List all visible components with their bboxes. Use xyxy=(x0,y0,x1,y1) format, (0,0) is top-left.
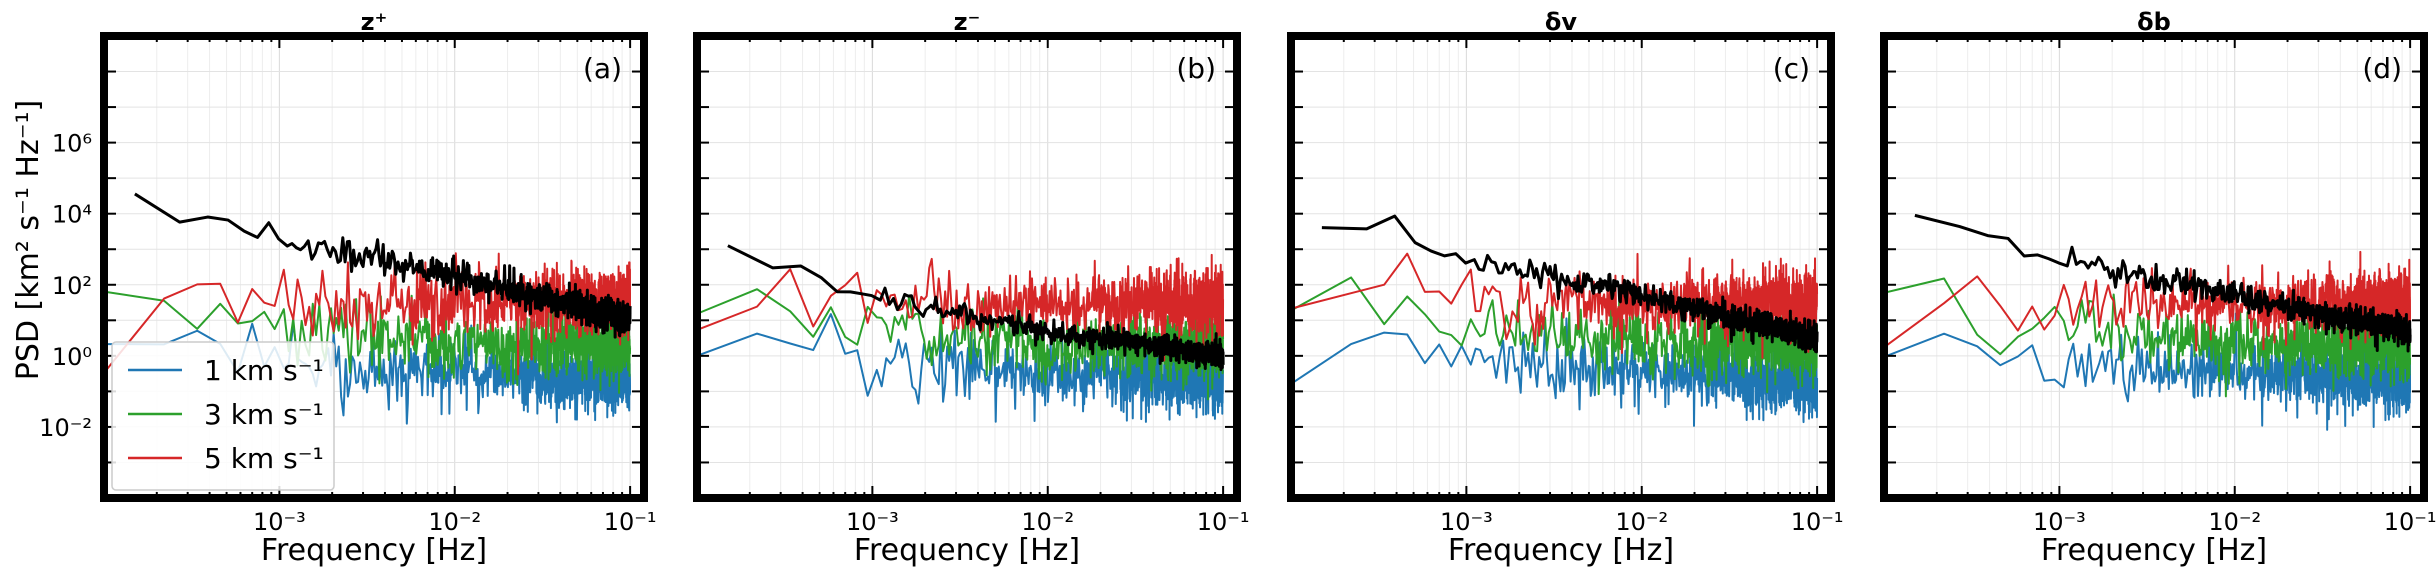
x-axis-label: Frequency [Hz] xyxy=(261,533,487,568)
series-line-total xyxy=(1914,213,2412,353)
panel-label: (a) xyxy=(583,52,622,85)
panel-label: (c) xyxy=(1773,52,1810,85)
x-tick-label: 10⁻² xyxy=(1021,508,1074,536)
y-tick-label: 10⁰ xyxy=(52,343,92,371)
x-tick-label: 10⁻³ xyxy=(2033,508,2086,536)
series-line-total xyxy=(134,192,632,339)
series-line-3-km-s- xyxy=(1883,277,2412,398)
panel-label: (d) xyxy=(2362,52,2402,85)
axes-frame xyxy=(693,32,1241,502)
plot-series xyxy=(103,192,632,425)
x-axis-label: Frequency [Hz] xyxy=(1448,533,1674,568)
x-tick-label: 10⁻² xyxy=(428,508,481,536)
legend-label-3: 5 km s⁻¹ xyxy=(204,442,324,475)
x-tick-label: 10⁻¹ xyxy=(604,508,657,536)
series-line-total xyxy=(727,244,1225,372)
x-tick-label: 10⁻¹ xyxy=(1197,508,1250,536)
series-line-1-km-s- xyxy=(103,322,632,425)
series-line-total xyxy=(1321,214,1819,354)
panel-title: z⁺ xyxy=(361,8,388,36)
legend-label-2: 3 km s⁻¹ xyxy=(204,398,324,431)
panel-label: (b) xyxy=(1176,52,1216,85)
x-axis-label: Frequency [Hz] xyxy=(2041,533,2267,568)
series-line-5-km-s- xyxy=(696,253,1225,362)
panel-b: z⁻ 10⁻³ 10⁻² 10⁻¹ (b) Frequency [Hz] xyxy=(693,8,1250,568)
x-axis-label: Frequency [Hz] xyxy=(854,533,1080,568)
legend-box xyxy=(111,341,335,491)
plot-series xyxy=(1290,214,1819,427)
plot-series xyxy=(1883,213,2412,431)
y-tick-label: 10⁶ xyxy=(52,130,92,158)
axes-frame xyxy=(100,32,648,502)
y-tick-label: 10⁻² xyxy=(39,414,92,442)
x-tick-label: 10⁻³ xyxy=(253,508,306,536)
y-tick-label: 10⁴ xyxy=(52,201,92,229)
legend-label-1: 1 km s⁻¹ xyxy=(204,354,324,387)
panel-title: δv xyxy=(1545,8,1577,36)
x-tick-label: 10⁻³ xyxy=(1440,508,1493,536)
axes-frame xyxy=(1880,32,2428,502)
x-tick-label: 10⁻¹ xyxy=(1791,508,1844,536)
plot-series xyxy=(696,244,1225,423)
series-line-1-km-s- xyxy=(696,313,1225,423)
x-tick-label: 10⁻¹ xyxy=(2384,508,2436,536)
legend: 1 km s⁻¹ 3 km s⁻¹ 5 km s⁻¹ xyxy=(111,341,335,491)
panel-d: δb 10⁻³ 10⁻² 10⁻¹ (d) Frequency [Hz] xyxy=(1880,8,2436,568)
panel-title: z⁻ xyxy=(954,8,981,36)
x-tick-label: 10⁻² xyxy=(1615,508,1668,536)
panel-a: z⁺ 10⁻³ 10⁻² 10⁻¹ 10⁻² 10⁰ 10² 10⁴ 10⁶ (a) Fre… xyxy=(39,8,656,568)
y-axis-label: PSD [km² s⁻¹ Hz⁻¹] xyxy=(11,100,46,381)
y-tick-label: 10² xyxy=(52,272,92,300)
axes-frame xyxy=(1287,32,1835,502)
x-tick-label: 10⁻² xyxy=(2208,508,2261,536)
series-line-1-km-s- xyxy=(1883,311,2412,431)
panel-c: δv 10⁻³ 10⁻² 10⁻¹ (c) Frequency [Hz] xyxy=(1287,8,1844,568)
x-tick-label: 10⁻³ xyxy=(846,508,899,536)
panel-title: δb xyxy=(2137,8,2171,36)
